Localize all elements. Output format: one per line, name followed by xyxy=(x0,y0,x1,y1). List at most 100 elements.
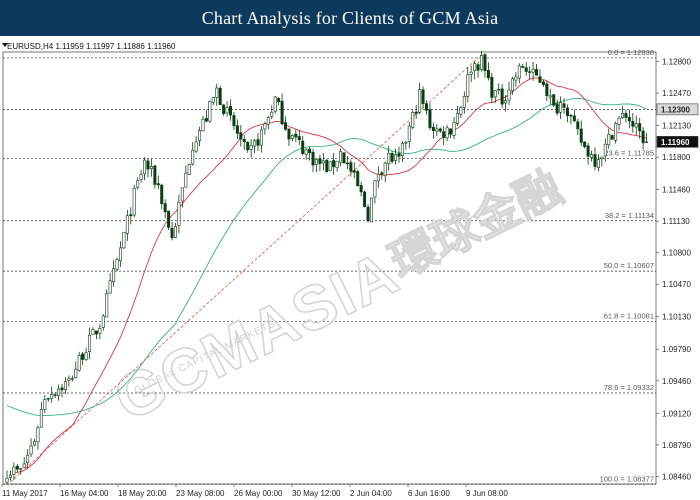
candle-body xyxy=(366,206,370,222)
candle-body xyxy=(249,145,253,150)
candle-body xyxy=(170,227,174,239)
candle-body xyxy=(404,141,408,144)
candle-body xyxy=(318,158,322,164)
candle-body xyxy=(552,94,556,106)
x-tick-label: 16 May 04:00 xyxy=(60,489,109,498)
current-price-tag-box xyxy=(656,136,699,148)
candle-body xyxy=(455,112,459,124)
candle-body xyxy=(156,183,160,186)
y-tick-label: 1.10470 xyxy=(662,280,691,289)
candle-body xyxy=(125,215,129,234)
candle-body xyxy=(638,123,642,132)
candle-body xyxy=(603,143,607,157)
candle-body xyxy=(232,115,236,127)
candle-body xyxy=(273,96,277,112)
candle-body xyxy=(29,445,33,455)
candle-body xyxy=(428,109,432,128)
candle-body xyxy=(476,64,480,71)
candle-body xyxy=(514,76,518,81)
candle-body xyxy=(122,231,126,249)
candle-body xyxy=(407,125,411,142)
candle-body xyxy=(215,87,219,98)
candle-body xyxy=(565,107,569,116)
candle-body xyxy=(586,145,590,157)
y-tick-label: 1.09460 xyxy=(662,377,691,386)
candle-body xyxy=(132,188,136,216)
candle-body xyxy=(507,89,511,101)
candle-body xyxy=(431,126,435,131)
candle-body xyxy=(555,103,559,114)
candle-body xyxy=(610,135,614,140)
x-tick-label: 23 May 08:00 xyxy=(176,489,225,498)
y-tick-label: 1.10800 xyxy=(662,249,691,258)
candle-body xyxy=(356,171,360,187)
candle-body xyxy=(33,441,37,446)
candle-body xyxy=(242,139,246,143)
candle-body xyxy=(53,394,57,396)
candle-body xyxy=(22,463,26,468)
candle-body xyxy=(91,329,95,335)
time-axis: 11 May 2017 16 May 04:00 18 May 20:00 23 Ma… xyxy=(1,484,508,498)
candle-body xyxy=(63,381,67,390)
candle-body xyxy=(15,465,19,470)
collapse-triangle-icon[interactable] xyxy=(2,43,8,47)
candle-body xyxy=(304,149,308,155)
candle-body xyxy=(521,66,525,68)
candle-body xyxy=(339,151,343,163)
candle-body xyxy=(607,134,611,146)
symbol-header: EURUSD,H4 1.11959 1.11997 1.11886 1.1196… xyxy=(7,42,176,51)
candle-body xyxy=(459,107,463,115)
candle-body xyxy=(136,180,140,188)
candle-body xyxy=(259,129,263,146)
candle-body xyxy=(277,98,281,103)
candle-body xyxy=(180,187,184,202)
page-title: Chart Analysis for Clients of GCM Asia xyxy=(201,7,499,28)
candle-body xyxy=(115,259,119,270)
x-tick-label: 2 Jun 04:00 xyxy=(350,489,392,498)
candle-body xyxy=(294,133,298,138)
candle-body xyxy=(493,90,497,98)
candle-body xyxy=(617,117,621,125)
x-tick-label: 9 Jun 08:00 xyxy=(466,489,508,498)
candle-body xyxy=(383,162,387,176)
trend-line-layer xyxy=(10,57,479,483)
candle-body xyxy=(308,148,312,154)
price-axis: 1.12800 1.12470 1.12130 1.11800 1.11460 1.111… xyxy=(656,58,699,481)
candle-body xyxy=(510,78,514,92)
y-tick-label: 1.12130 xyxy=(662,122,691,131)
candle-body xyxy=(483,54,487,71)
candle-body xyxy=(596,159,600,169)
candle-body xyxy=(198,130,202,141)
candle-body xyxy=(421,89,425,104)
candle-body xyxy=(149,166,153,169)
candle-body xyxy=(311,151,315,166)
candle-body xyxy=(541,81,545,85)
candle-body xyxy=(469,71,473,75)
candle-body xyxy=(490,76,494,98)
candle-body xyxy=(517,65,521,79)
candle-body xyxy=(46,398,50,400)
x-tick-label: 11 May 2017 xyxy=(2,489,48,498)
candle-body xyxy=(442,131,446,138)
title-banner: Chart Analysis for Clients of GCM Asia xyxy=(0,0,700,36)
candle-body xyxy=(559,102,563,113)
candle-body xyxy=(218,87,222,105)
candle-body xyxy=(466,74,470,97)
candle-body xyxy=(321,160,325,164)
candle-body xyxy=(105,293,109,318)
price-chart[interactable]: 0.0 = 1.12838 23.6 = 1.11785 38.2 = 1.1113… xyxy=(0,36,700,500)
candle-body xyxy=(184,172,188,188)
candle-body xyxy=(204,118,208,122)
y-tick-label: 1.11130 xyxy=(662,217,690,226)
fib-level-label: 61.8 = 1.10081 xyxy=(604,311,654,320)
candle-body xyxy=(418,89,422,113)
candle-body xyxy=(297,136,301,141)
candle-body xyxy=(153,165,157,185)
candle-body xyxy=(225,107,229,114)
candle-body xyxy=(352,170,356,173)
candle-body xyxy=(314,159,318,165)
candle-body xyxy=(98,328,102,334)
candle-body xyxy=(414,111,418,114)
candle-body xyxy=(579,128,583,143)
candle-body xyxy=(335,160,339,168)
